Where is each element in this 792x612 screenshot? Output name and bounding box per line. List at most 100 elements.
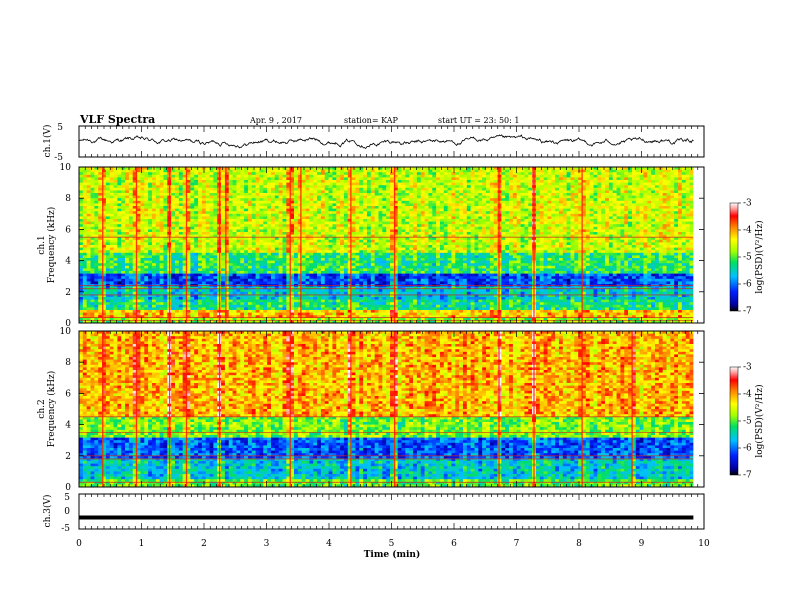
spectrogram-cell [128, 226, 134, 230]
spectrogram-cell [171, 195, 176, 199]
spectrogram-cell [232, 232, 237, 235]
spectrogram-cell [159, 239, 164, 243]
spectrogram-cell [386, 224, 391, 228]
spectrogram-cell [324, 271, 329, 274]
spectrogram-cell [347, 187, 352, 191]
spectrogram-cell [386, 247, 391, 251]
spectrogram-cell [213, 234, 218, 238]
spectrogram-cell [267, 263, 272, 267]
spectrogram-cell [178, 221, 183, 225]
spectrogram-cell [140, 177, 145, 181]
spectrogram-cell [148, 268, 153, 272]
spectrogram-cell [278, 255, 283, 259]
spectrogram-cell [125, 286, 130, 290]
spectrogram-cell [244, 255, 249, 259]
spectrogram-cell [136, 302, 141, 306]
spectrogram-cell [186, 268, 191, 272]
spectrogram-cell [240, 258, 245, 261]
spectrogram-cell [155, 208, 160, 212]
spectrogram-cell [132, 237, 137, 241]
spectrogram-cell [259, 250, 264, 254]
spectrogram-cell [270, 203, 276, 207]
spectrogram-cell [286, 245, 291, 248]
spectrogram-cell [186, 299, 191, 303]
spectrogram-cell [286, 265, 291, 269]
spectrogram-cell [228, 180, 233, 183]
spectrogram-cell [366, 213, 372, 217]
spectrogram-cell [359, 185, 364, 189]
spectrogram-cell [221, 260, 226, 264]
spectrogram-cell [209, 304, 214, 308]
spectrogram-cell [128, 252, 134, 256]
spectrogram-cell [255, 317, 260, 321]
spectrogram-cell [336, 245, 341, 248]
spectrogram-cell [148, 174, 153, 178]
spectrogram-cell [274, 190, 279, 194]
spectrogram-cell [155, 245, 160, 248]
spectrogram-cell [178, 206, 183, 209]
spectrogram-cell [317, 198, 322, 202]
spectrogram-cell [221, 255, 226, 259]
spectrogram-cell [390, 198, 395, 202]
spectrogram-cell [259, 258, 264, 261]
spectrogram-cell [263, 167, 268, 170]
spectrogram-cell [117, 177, 122, 181]
spectrogram-cell [186, 219, 191, 222]
spectrogram-cell [320, 177, 326, 181]
spectrogram-cell [343, 234, 349, 238]
spectrogram-cell [182, 252, 187, 256]
spectrogram-cell [224, 172, 230, 176]
spectrogram-cell [255, 169, 260, 173]
spectrogram-cell [90, 206, 95, 209]
spectrogram-cell [178, 242, 183, 246]
spectrogram-cell [251, 226, 256, 230]
spectrogram-cell [336, 276, 341, 280]
spectrogram-cell [244, 247, 249, 251]
spectrogram-cell [159, 206, 164, 209]
spectrogram-cell [86, 265, 91, 269]
spectrogram-cell [247, 273, 253, 277]
spectrogram-cell [351, 304, 356, 308]
spectrogram-cell [125, 255, 130, 259]
spectrogram-cell [282, 224, 287, 228]
spectrogram-cell [209, 172, 214, 176]
spectrogram-cell [347, 237, 352, 241]
spectrogram-cell [232, 226, 237, 230]
spectrogram-cell [186, 258, 191, 261]
spectrogram-cell [105, 221, 111, 225]
spectrogram-cell [263, 268, 268, 272]
spectrogram-cell [232, 219, 237, 222]
spectrogram-cell [182, 167, 187, 170]
spectrogram-cell [259, 206, 264, 209]
spectrogram-cell [294, 245, 299, 248]
spectrogram-cell [94, 289, 99, 293]
spectrogram-cell [94, 193, 99, 196]
spectrogram-cell [140, 252, 145, 256]
ch1-ytick-bottom: -5 [54, 153, 63, 163]
spectrogram-cell [132, 229, 137, 233]
spectrogram-cell [363, 224, 368, 228]
spectrogram-cell [309, 302, 314, 306]
spectrogram-cell [186, 315, 191, 319]
spectrogram-cell [317, 310, 322, 313]
spectrogram-cell [90, 291, 95, 295]
spectrogram-cell [340, 255, 345, 259]
spectrogram-cell [390, 250, 395, 254]
spectrogram-cell [320, 273, 326, 277]
spectrogram-cell [320, 239, 326, 243]
spectrogram-cell [343, 263, 349, 267]
spectrogram-cell [297, 219, 303, 222]
spectrogram-cell [332, 208, 337, 212]
spectrogram-cell [359, 229, 364, 233]
spectrogram-cell [240, 239, 245, 243]
spectrogram-cell [351, 291, 356, 295]
spectrogram-cell [251, 206, 256, 209]
spectrogram-cell [190, 247, 195, 251]
spectrogram-cell [148, 180, 153, 183]
spectrogram-cell [228, 203, 233, 207]
spectrogram-cell [305, 174, 310, 178]
spectrogram-cell [198, 190, 203, 194]
spectrogram-cell [109, 276, 114, 280]
spectrogram-cell [190, 200, 195, 204]
spectrogram-cell [297, 182, 303, 186]
